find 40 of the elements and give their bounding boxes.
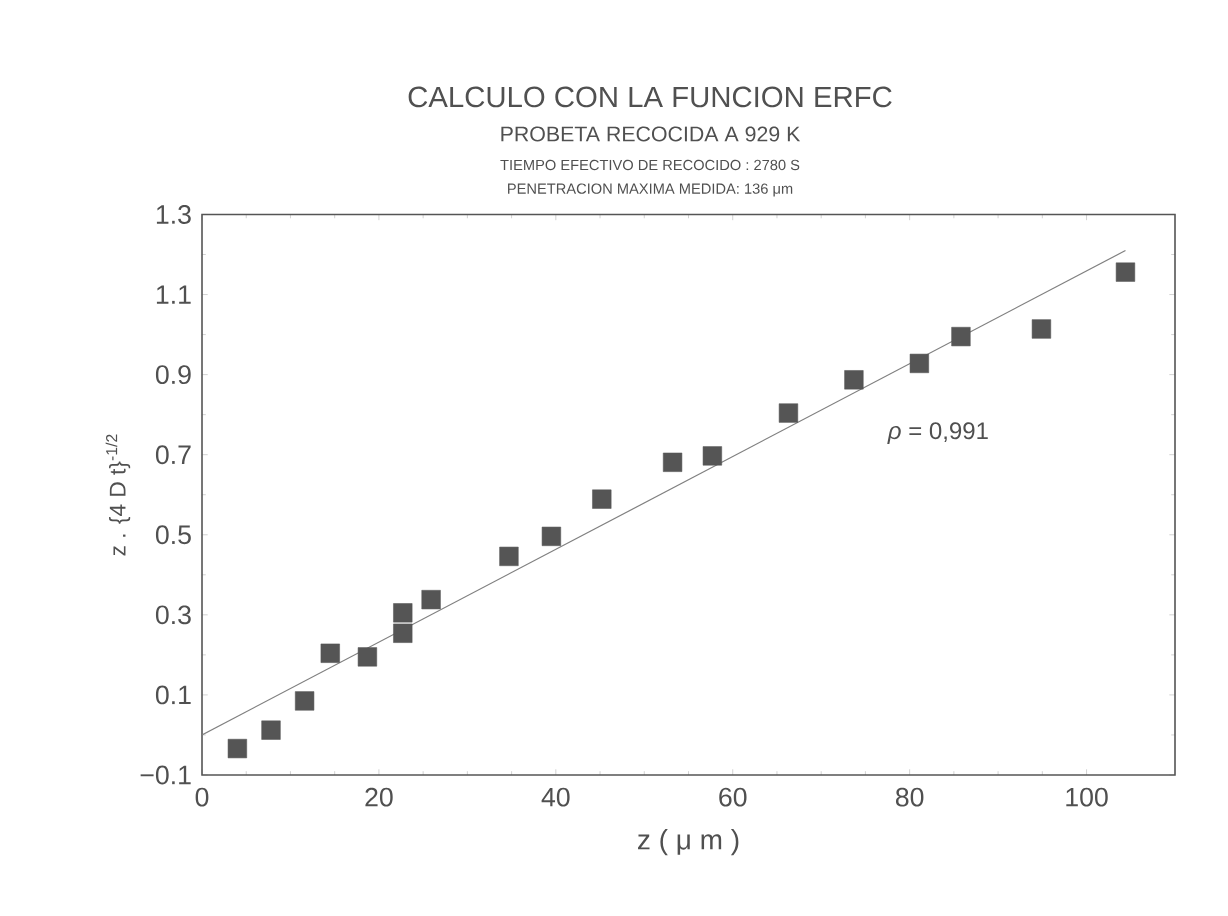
point xyxy=(393,623,413,643)
chart-title: CALCULO CON LA FUNCION ERFC xyxy=(408,86,892,108)
point xyxy=(1115,262,1136,282)
point xyxy=(320,643,340,663)
point xyxy=(592,489,612,509)
y-axis-title: z . {4 D t}$^{-1/2}$ xyxy=(105,434,131,556)
y-tick-label: 0.3 xyxy=(155,605,191,625)
x-tick-label: 40 xyxy=(541,787,570,807)
y-tick-label: 0.1 xyxy=(155,685,191,705)
point xyxy=(778,403,799,423)
y-tick-label: 0.7 xyxy=(155,445,191,465)
x-tick-label: 100 xyxy=(1066,787,1108,807)
point xyxy=(499,546,519,566)
x-tick-label: 20 xyxy=(365,787,393,807)
y-tick-label: 1.3 xyxy=(156,205,191,224)
text: PENETRACION MAXIMA MEDIDA: 136 μm xyxy=(508,183,793,197)
y-tick-label: 0.5 xyxy=(155,525,191,545)
point xyxy=(541,526,562,546)
x-tick-label: 0 xyxy=(195,787,209,807)
point xyxy=(227,738,247,759)
point xyxy=(1031,319,1052,339)
y-tick-label: 1.1 xyxy=(156,285,191,304)
point xyxy=(295,691,315,711)
annotation: ρ = 0,991 xyxy=(887,422,988,444)
chart-subtitle: PROBETA RECOCIDA A 929 K xyxy=(501,126,801,142)
x-tick-label: 60 xyxy=(719,787,747,807)
point xyxy=(702,446,722,466)
point xyxy=(662,452,683,472)
y-tick-label: −0.1 xyxy=(140,765,191,785)
point xyxy=(357,647,378,667)
x-axis-title: z ( μ m ) xyxy=(638,829,739,856)
point xyxy=(261,720,281,740)
point xyxy=(844,370,864,390)
point xyxy=(909,353,929,374)
point xyxy=(393,603,413,623)
point xyxy=(951,326,971,347)
point xyxy=(421,590,441,610)
text: TIEMPO EFECTIVO DE RECOCIDO : 2780 S xyxy=(500,159,800,171)
y-tick-label: 0.9 xyxy=(155,365,191,385)
x-tick-label: 80 xyxy=(895,787,924,807)
